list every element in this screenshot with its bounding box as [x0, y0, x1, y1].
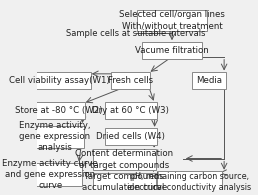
Text: Dried cells (W4): Dried cells (W4) — [96, 132, 165, 141]
FancyBboxPatch shape — [111, 72, 150, 89]
FancyBboxPatch shape — [33, 102, 85, 119]
FancyBboxPatch shape — [25, 126, 84, 148]
Text: Cell viability assay(W1): Cell viability assay(W1) — [9, 76, 109, 85]
FancyBboxPatch shape — [105, 129, 157, 145]
Text: Fresh cells: Fresh cells — [108, 76, 153, 85]
FancyBboxPatch shape — [157, 171, 222, 193]
Text: Enzyme activity curve
and gene expression
curve: Enzyme activity curve and gene expressio… — [2, 159, 98, 190]
FancyBboxPatch shape — [191, 72, 226, 89]
Text: Dry at 60 °C (W3): Dry at 60 °C (W3) — [92, 106, 169, 115]
Text: pH, remaining carbon source,
electrical conductivity analysis: pH, remaining carbon source, electrical … — [127, 172, 252, 192]
FancyBboxPatch shape — [105, 102, 157, 119]
Text: Vacume filtration: Vacume filtration — [135, 46, 209, 55]
FancyBboxPatch shape — [19, 163, 82, 186]
Text: Target compounds
accumulation curve: Target compounds accumulation curve — [82, 172, 167, 192]
Text: Content determination
of target compounds: Content determination of target compound… — [75, 149, 173, 169]
Text: Selected cell/organ lines
With/without treatment: Selected cell/organ lines With/without t… — [119, 10, 225, 30]
Text: Media: Media — [196, 76, 222, 85]
Text: Store at -80 °C (W2): Store at -80 °C (W2) — [15, 106, 103, 115]
Text: Sample cells at suitable intervals: Sample cells at suitable intervals — [66, 29, 205, 38]
FancyBboxPatch shape — [93, 173, 156, 191]
FancyBboxPatch shape — [93, 149, 156, 170]
Text: Enzyme activity,
gene expression
analysis: Enzyme activity, gene expression analysi… — [19, 121, 91, 152]
FancyBboxPatch shape — [137, 10, 207, 31]
FancyBboxPatch shape — [28, 72, 91, 89]
FancyBboxPatch shape — [142, 42, 203, 59]
